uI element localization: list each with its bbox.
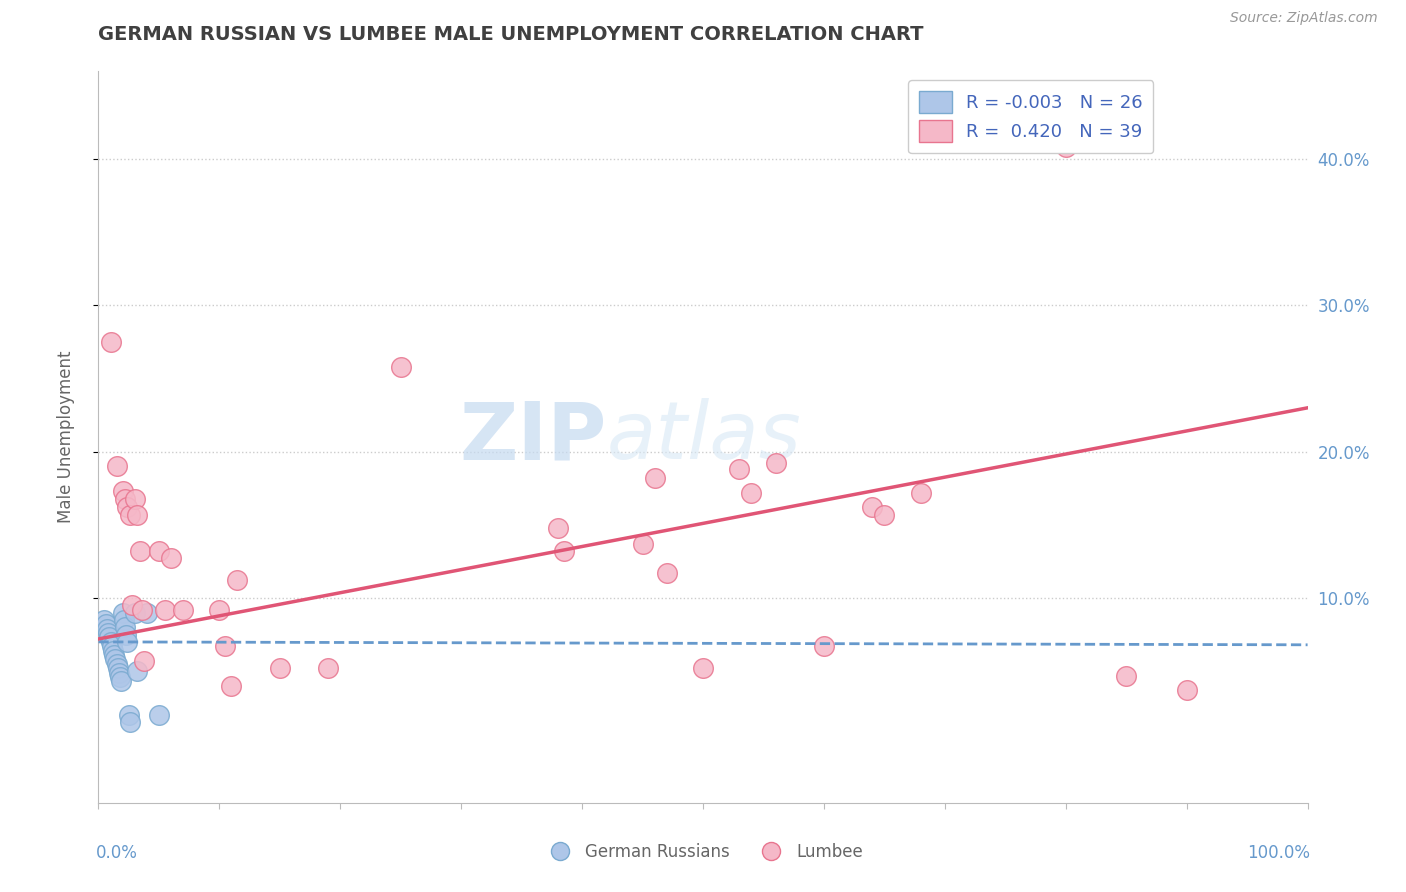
Point: [740, 485, 762, 500]
Point: [105, 459, 128, 474]
Point: [110, 674, 132, 689]
Point: [108, 670, 131, 684]
Point: [114, 620, 136, 634]
Point: [100, 640, 122, 654]
Point: [107, 661, 129, 675]
Text: ZIP: ZIP: [458, 398, 606, 476]
Point: [128, 544, 150, 558]
Point: [644, 471, 666, 485]
Point: [114, 491, 136, 506]
Point: [214, 640, 236, 654]
Point: [1175, 683, 1198, 698]
Point: [124, 606, 146, 620]
Legend: German Russians, Lumbee: German Russians, Lumbee: [537, 837, 869, 868]
Point: [97, 626, 120, 640]
Point: [728, 462, 751, 476]
Point: [135, 606, 157, 620]
Text: atlas: atlas: [606, 398, 801, 476]
Point: [93, 613, 115, 627]
Point: [160, 551, 183, 566]
Point: [547, 521, 569, 535]
Point: [860, 500, 883, 515]
Point: [111, 484, 134, 499]
Point: [112, 613, 135, 627]
Point: [873, 508, 896, 522]
Point: [118, 508, 141, 522]
Point: [655, 566, 678, 581]
Point: [100, 334, 122, 349]
Point: [127, 664, 149, 678]
Point: [1115, 668, 1137, 682]
Point: [226, 574, 249, 588]
Point: [104, 652, 127, 666]
Point: [553, 544, 575, 558]
Text: 0.0%: 0.0%: [96, 844, 138, 862]
Point: [117, 500, 139, 515]
Point: [121, 599, 143, 613]
Point: [118, 708, 141, 723]
Point: [1054, 140, 1077, 154]
Point: [134, 654, 156, 668]
Point: [153, 603, 176, 617]
Point: [631, 537, 654, 551]
Point: [172, 603, 194, 617]
Point: [117, 635, 139, 649]
Point: [115, 627, 138, 641]
Point: [148, 544, 170, 558]
Point: [692, 661, 714, 675]
Point: [910, 485, 932, 500]
Point: [269, 661, 291, 675]
Point: [105, 657, 128, 671]
Point: [101, 643, 124, 657]
Point: [111, 606, 134, 620]
Text: GERMAN RUSSIAN VS LUMBEE MALE UNEMPLOYMENT CORRELATION CHART: GERMAN RUSSIAN VS LUMBEE MALE UNEMPLOYME…: [98, 25, 924, 44]
Point: [208, 603, 231, 617]
Point: [118, 715, 141, 730]
Point: [108, 665, 131, 680]
Text: Source: ZipAtlas.com: Source: ZipAtlas.com: [1230, 12, 1378, 25]
Point: [124, 491, 146, 506]
Point: [316, 661, 339, 675]
Point: [103, 648, 125, 662]
Point: [98, 631, 121, 645]
Point: [94, 617, 117, 632]
Point: [131, 603, 153, 617]
Point: [100, 635, 122, 649]
Text: 100.0%: 100.0%: [1247, 844, 1310, 862]
Point: [148, 708, 170, 723]
Point: [221, 679, 243, 693]
Y-axis label: Male Unemployment: Male Unemployment: [56, 351, 75, 524]
Point: [389, 359, 412, 374]
Point: [127, 508, 149, 522]
Point: [813, 640, 835, 654]
Point: [765, 457, 787, 471]
Point: [96, 622, 118, 636]
